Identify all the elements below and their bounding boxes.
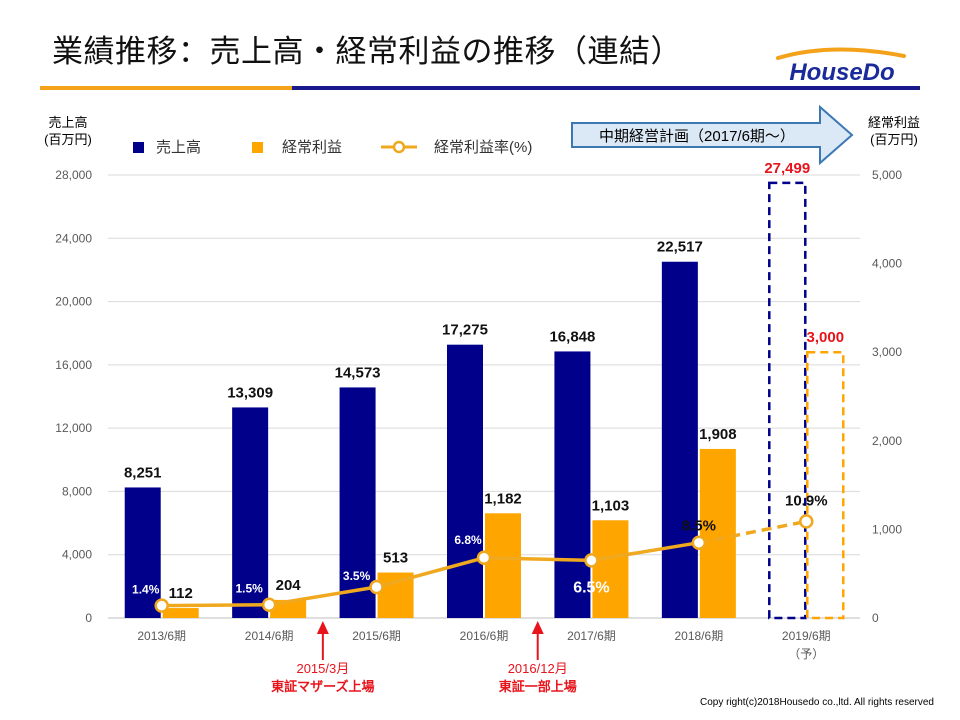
data-label-sales: 8,251 xyxy=(124,464,162,481)
data-label-profit: 1,103 xyxy=(592,497,630,514)
bar-sales xyxy=(232,407,269,618)
annotation-arrow-head xyxy=(531,621,544,634)
left-tick-label: 4,000 xyxy=(62,548,92,562)
left-tick-label: 24,000 xyxy=(55,231,92,245)
margin-line-segment xyxy=(161,602,270,608)
data-label-margin: 1.5% xyxy=(235,582,263,596)
title-underline-orange xyxy=(40,86,292,90)
annotation-label: 2016/12月 xyxy=(508,661,568,676)
margin-point xyxy=(476,550,492,566)
data-label-profit: 1,182 xyxy=(484,490,522,507)
bar-profit xyxy=(485,513,521,618)
margin-point xyxy=(691,535,707,550)
svg-text:HouseDo: HouseDo xyxy=(789,59,894,84)
right-tick-label: 4,000 xyxy=(872,257,902,271)
annotation-label: 東証マザーズ上場 xyxy=(271,679,374,694)
legend-label-margin: 経常利益率(%) xyxy=(434,139,532,156)
margin-point xyxy=(154,598,169,613)
margin-point xyxy=(369,579,384,595)
legend-marker-sales xyxy=(133,142,144,153)
category-label: 2018/6期 xyxy=(674,629,723,643)
annotation-arrow-head xyxy=(316,621,329,634)
bar-profit xyxy=(699,448,736,618)
left-axis-title: (百万円) xyxy=(44,132,92,147)
data-label-margin: 6.8% xyxy=(454,533,482,547)
category-label: 2019/6期 xyxy=(782,629,831,643)
category-sublabel: （予） xyxy=(788,647,824,661)
plan-arrow-label: 中期経営計画（2017/6期～） xyxy=(599,128,795,145)
data-label-sales: 13,309 xyxy=(227,384,273,401)
right-tick-label: 3,000 xyxy=(872,345,902,359)
right-tick-label: 2,000 xyxy=(872,434,902,448)
page-title: 業績推移：売上高・経常利益の推移（連結） xyxy=(52,34,682,70)
bar-sales xyxy=(124,487,161,618)
right-axis-title: 経常利益 xyxy=(868,115,920,130)
bar-sales-forecast xyxy=(768,181,807,620)
right-tick-label: 1,000 xyxy=(872,522,902,536)
margin-line-segment xyxy=(698,519,807,545)
margin-line-segment xyxy=(268,585,377,607)
left-tick-label: 28,000 xyxy=(55,168,92,182)
data-label-sales: 17,275 xyxy=(442,322,488,339)
legend-marker-margin xyxy=(392,140,406,154)
right-axis-title: (百万円) xyxy=(870,132,918,147)
margin-line-segment xyxy=(483,556,592,563)
left-tick-label: 16,000 xyxy=(55,358,92,372)
legend-label-sales: 売上高 xyxy=(156,139,201,156)
data-label-profit: 204 xyxy=(276,577,302,594)
plan-arrow xyxy=(571,104,854,166)
margin-line-segment xyxy=(376,556,485,589)
data-label-margin: 3.5% xyxy=(343,569,371,583)
data-label-sales: 22,517 xyxy=(657,239,703,256)
left-tick-label: 12,000 xyxy=(55,421,92,435)
data-label-profit: 1,908 xyxy=(699,426,737,443)
bar-sales xyxy=(554,351,591,618)
left-tick-label: 20,000 xyxy=(55,295,92,309)
left-tick-label: 8,000 xyxy=(62,484,92,498)
bar-sales xyxy=(447,344,483,618)
data-label-profit: 3,000 xyxy=(807,329,845,346)
right-tick-label: 0 xyxy=(872,611,879,625)
data-label-margin: 1.4% xyxy=(132,583,160,597)
data-label-sales: 14,573 xyxy=(335,364,381,381)
left-tick-label: 0 xyxy=(85,611,92,625)
data-label-sales: 27,499 xyxy=(764,160,810,177)
title-underline-navy xyxy=(292,86,920,90)
legend-label-profit: 経常利益 xyxy=(282,139,342,156)
bar-sales xyxy=(339,387,376,618)
category-label: 2015/6期 xyxy=(352,629,401,643)
left-axis-title: 売上高 xyxy=(48,115,87,130)
category-label: 2016/6期 xyxy=(460,629,509,643)
data-label-margin: 10.9% xyxy=(785,492,828,509)
data-label-sales: 16,848 xyxy=(549,328,595,345)
annotation-label: 東証一部上場 xyxy=(499,679,577,694)
data-label-profit: 513 xyxy=(383,550,408,567)
margin-line-segment xyxy=(591,540,700,563)
data-label-margin: 8.5% xyxy=(682,518,716,535)
bar-sales xyxy=(661,261,698,618)
category-label: 2014/6期 xyxy=(245,629,294,643)
annotation-label: 2015/3月 xyxy=(296,661,349,676)
data-label-profit: 112 xyxy=(169,585,193,602)
category-label: 2017/6期 xyxy=(567,629,616,643)
bar-profit xyxy=(162,608,199,618)
copyright: Copy right(c)2018Housedo co.,ltd. All ri… xyxy=(699,697,934,708)
legend-marker-profit xyxy=(252,142,263,153)
bar-profit xyxy=(592,520,629,618)
data-label-margin: 6.5% xyxy=(573,579,609,596)
right-tick-label: 5,000 xyxy=(872,168,902,182)
margin-point xyxy=(261,597,277,612)
category-label: 2013/6期 xyxy=(137,629,186,643)
housedo-logo: HouseDo xyxy=(776,47,906,84)
bar-profit-forecast xyxy=(806,350,845,620)
margin-point xyxy=(584,553,599,568)
margin-point xyxy=(799,514,814,529)
